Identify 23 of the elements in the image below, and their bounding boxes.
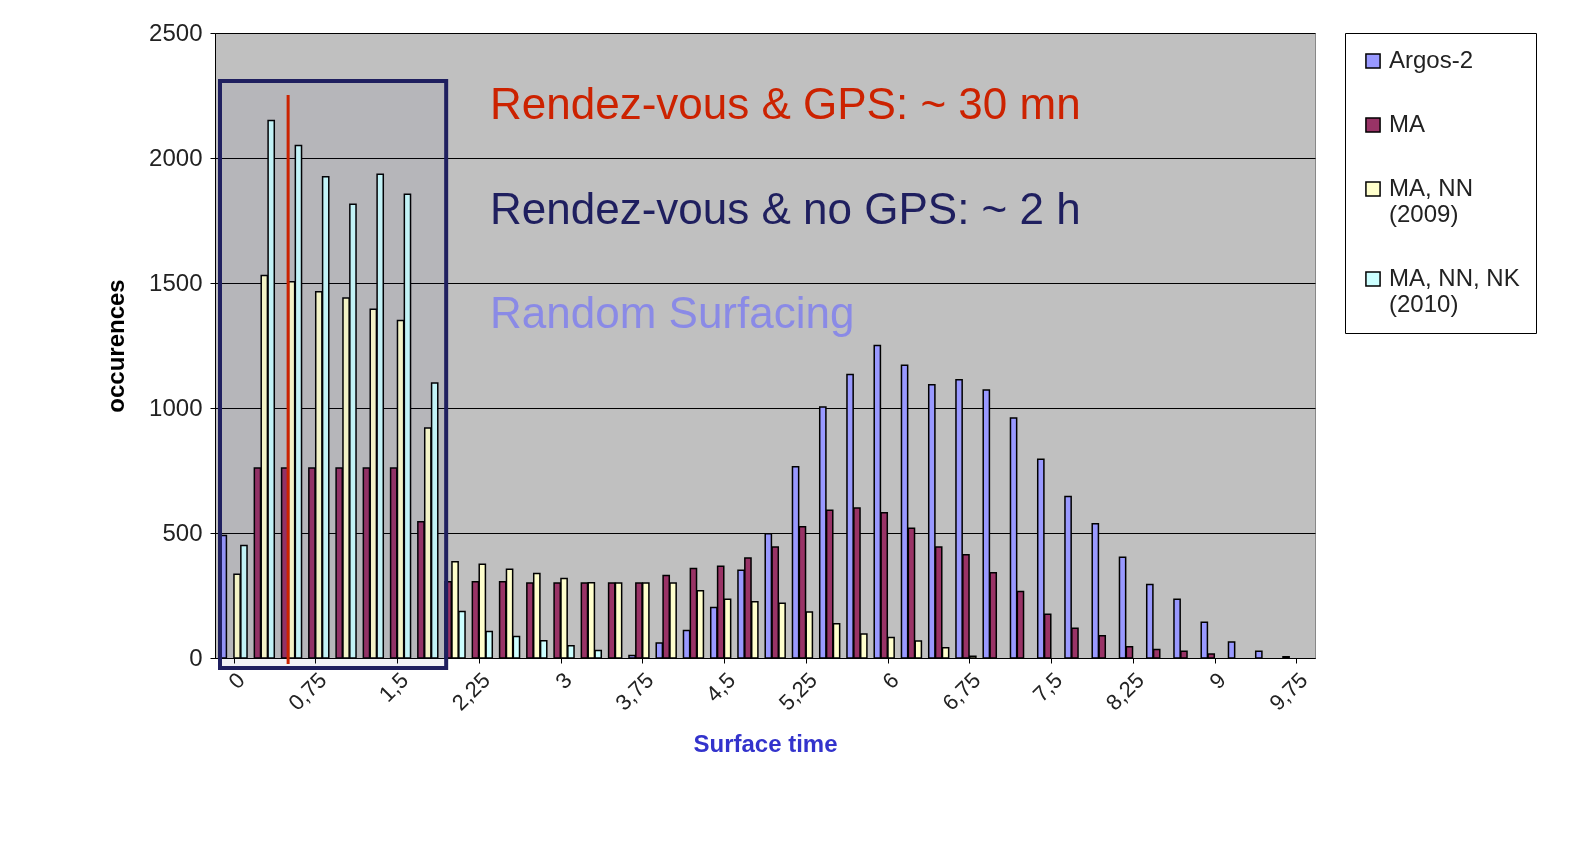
x-tick-label: 0 bbox=[223, 667, 250, 694]
legend-label: MA bbox=[1389, 110, 1425, 137]
x-tick-label: 1,5 bbox=[373, 667, 414, 707]
y-tick-label: 2500 bbox=[149, 18, 203, 46]
x-tick-label: 6,75 bbox=[937, 667, 986, 716]
x-tick-label: 7,5 bbox=[1027, 667, 1068, 707]
y-axis-title: occurences bbox=[102, 279, 130, 413]
legend-label: MA, NN, NK (2010) bbox=[1389, 264, 1520, 317]
legend-label: Argos-2 bbox=[1389, 46, 1474, 73]
y-tick-label: 500 bbox=[162, 518, 203, 546]
band-label: Rendez-vous & no GPS: ~ 2 h bbox=[490, 184, 1081, 233]
x-tick-label: 4,5 bbox=[700, 667, 741, 707]
x-tick-label: 6 bbox=[877, 667, 904, 694]
y-tick-label: 1500 bbox=[149, 268, 203, 296]
x-tick-label: 3 bbox=[550, 667, 577, 694]
legend-label: MA, NN (2009) bbox=[1389, 174, 1473, 227]
x-tick-label: 0,75 bbox=[283, 667, 332, 716]
x-axis-title: Surface time bbox=[693, 729, 838, 757]
ref-line-label: Rendez-vous & GPS: ~ 30 mn bbox=[490, 79, 1081, 128]
y-tick-label: 1000 bbox=[149, 393, 203, 421]
x-tick-label: 9 bbox=[1204, 667, 1231, 694]
y-tick-label: 2000 bbox=[149, 143, 203, 171]
y-tick-label: 0 bbox=[189, 643, 203, 671]
